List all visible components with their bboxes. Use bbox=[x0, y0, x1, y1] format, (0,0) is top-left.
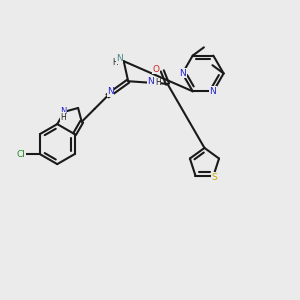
Text: N: N bbox=[147, 77, 154, 86]
Text: H: H bbox=[155, 78, 161, 87]
Text: N: N bbox=[107, 88, 114, 97]
Text: O: O bbox=[152, 65, 159, 74]
Text: S: S bbox=[211, 172, 217, 182]
Text: H: H bbox=[112, 58, 118, 67]
Text: N: N bbox=[116, 54, 123, 63]
Text: N: N bbox=[180, 69, 186, 78]
Text: Cl: Cl bbox=[16, 150, 25, 159]
Text: H: H bbox=[60, 113, 66, 122]
Text: N: N bbox=[209, 87, 216, 96]
Text: N: N bbox=[60, 106, 66, 116]
